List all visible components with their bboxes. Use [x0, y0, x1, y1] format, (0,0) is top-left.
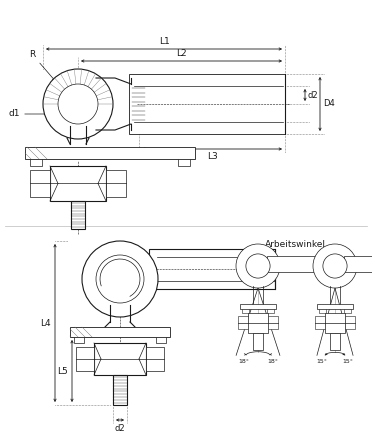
Text: L1: L1: [158, 37, 169, 46]
Circle shape: [96, 255, 144, 303]
Bar: [178, 159, 190, 166]
Bar: [267, 309, 273, 313]
Bar: [156, 337, 166, 343]
Bar: [71, 201, 85, 229]
Bar: [74, 337, 84, 343]
Bar: [317, 304, 353, 309]
Bar: [325, 313, 345, 333]
Text: d2: d2: [308, 91, 319, 99]
Bar: [146, 347, 164, 371]
Circle shape: [313, 244, 357, 288]
Text: d1: d1: [9, 110, 20, 119]
Text: L4: L4: [41, 318, 51, 328]
Bar: [25, 147, 195, 159]
Text: d2: d2: [115, 424, 125, 433]
Text: 18°: 18°: [267, 359, 278, 365]
Text: 15°: 15°: [317, 359, 327, 365]
Bar: [268, 317, 278, 329]
Circle shape: [58, 84, 98, 124]
Bar: [253, 333, 263, 350]
Bar: [248, 313, 268, 333]
Circle shape: [323, 254, 347, 278]
Bar: [240, 304, 276, 309]
Text: R: R: [29, 50, 35, 59]
Bar: [50, 166, 106, 201]
Bar: [344, 256, 372, 271]
Text: Arbeitswinkel: Arbeitswinkel: [264, 240, 326, 249]
Bar: [129, 74, 285, 134]
Bar: [30, 170, 50, 197]
Circle shape: [43, 69, 113, 139]
Circle shape: [246, 254, 270, 278]
Text: L3: L3: [206, 152, 217, 161]
Bar: [345, 317, 355, 329]
Bar: [149, 249, 275, 289]
Bar: [113, 375, 127, 405]
Bar: [243, 309, 249, 313]
Circle shape: [236, 244, 280, 288]
Bar: [267, 256, 315, 271]
Bar: [330, 333, 340, 350]
Bar: [238, 317, 248, 329]
Bar: [70, 327, 170, 337]
Bar: [76, 347, 94, 371]
Bar: [320, 309, 326, 313]
Circle shape: [82, 241, 158, 317]
Bar: [30, 159, 42, 166]
Text: 18°: 18°: [238, 359, 249, 365]
Bar: [94, 343, 146, 375]
Text: D4: D4: [323, 99, 335, 108]
Bar: [106, 170, 126, 197]
Text: L5: L5: [57, 366, 68, 376]
Text: 15°: 15°: [343, 359, 353, 365]
Bar: [344, 309, 350, 313]
Text: L2: L2: [176, 49, 187, 58]
Bar: [315, 317, 325, 329]
